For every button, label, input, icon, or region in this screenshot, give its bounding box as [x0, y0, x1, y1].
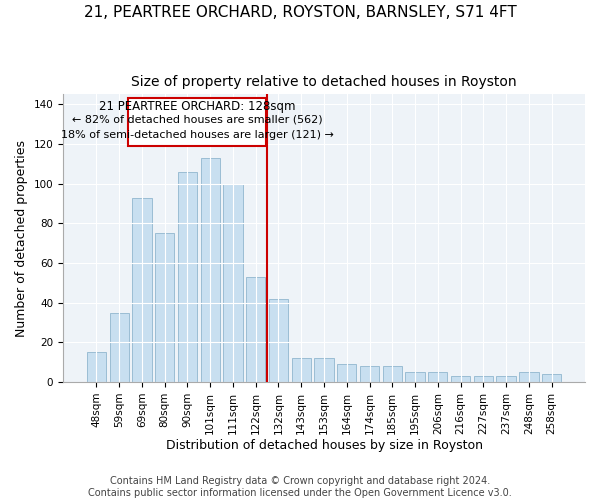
- Text: 21 PEARTREE ORCHARD: 128sqm: 21 PEARTREE ORCHARD: 128sqm: [99, 100, 295, 112]
- Bar: [110, 312, 129, 382]
- Bar: [451, 376, 470, 382]
- FancyBboxPatch shape: [128, 98, 266, 146]
- Text: 21, PEARTREE ORCHARD, ROYSTON, BARNSLEY, S71 4FT: 21, PEARTREE ORCHARD, ROYSTON, BARNSLEY,…: [83, 5, 517, 20]
- Bar: [292, 358, 311, 382]
- Text: 18% of semi-detached houses are larger (121) →: 18% of semi-detached houses are larger (…: [61, 130, 334, 140]
- Bar: [132, 198, 152, 382]
- Text: ← 82% of detached houses are smaller (562): ← 82% of detached houses are smaller (56…: [72, 114, 322, 124]
- Bar: [383, 366, 402, 382]
- Bar: [519, 372, 539, 382]
- Bar: [155, 234, 175, 382]
- Bar: [200, 158, 220, 382]
- Bar: [246, 277, 265, 382]
- Text: Contains HM Land Registry data © Crown copyright and database right 2024.
Contai: Contains HM Land Registry data © Crown c…: [88, 476, 512, 498]
- Bar: [473, 376, 493, 382]
- Bar: [542, 374, 561, 382]
- Bar: [223, 184, 242, 382]
- Bar: [337, 364, 356, 382]
- Bar: [406, 372, 425, 382]
- Bar: [428, 372, 448, 382]
- Y-axis label: Number of detached properties: Number of detached properties: [15, 140, 28, 336]
- Bar: [87, 352, 106, 382]
- Bar: [360, 366, 379, 382]
- Bar: [269, 298, 288, 382]
- Bar: [178, 172, 197, 382]
- Title: Size of property relative to detached houses in Royston: Size of property relative to detached ho…: [131, 75, 517, 89]
- Bar: [496, 376, 516, 382]
- Bar: [314, 358, 334, 382]
- X-axis label: Distribution of detached houses by size in Royston: Distribution of detached houses by size …: [166, 440, 482, 452]
